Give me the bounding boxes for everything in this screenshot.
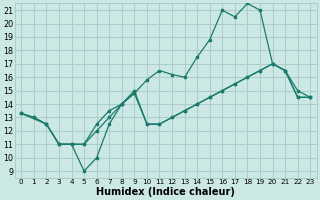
X-axis label: Humidex (Indice chaleur): Humidex (Indice chaleur) — [96, 187, 235, 197]
